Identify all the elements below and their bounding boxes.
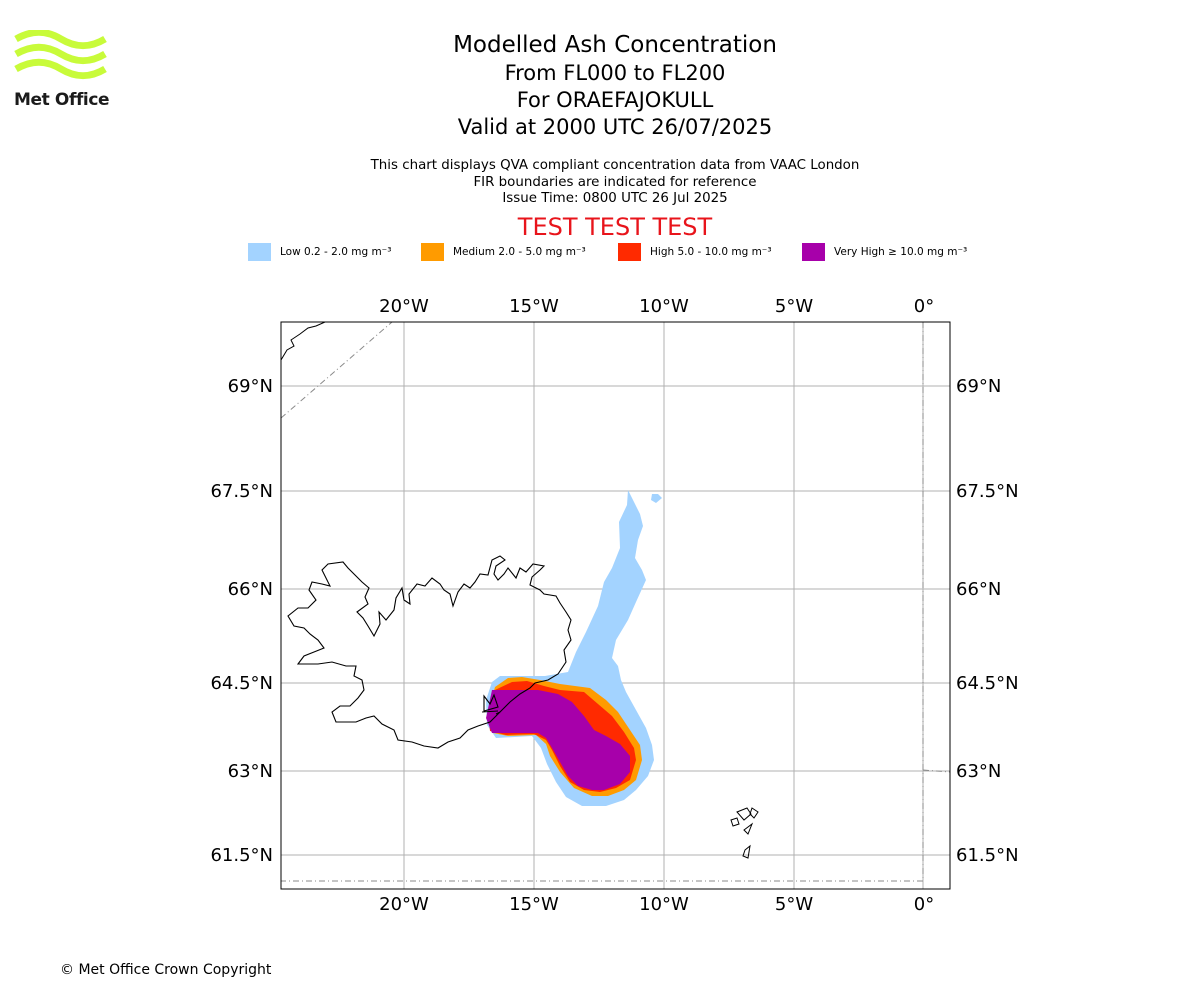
copyright-notice: © Met Office Crown Copyright xyxy=(60,962,272,978)
lat-label-right: 61.5°N xyxy=(956,845,1019,866)
ash-low-region xyxy=(486,490,654,806)
legend-item-low: Low 0.2 - 2.0 mg m⁻³ xyxy=(248,243,391,261)
lon-label-top: 0° xyxy=(914,296,934,317)
volcano-name: For ORAEFAJOKULL xyxy=(516,88,714,112)
test-banner: TEST TEST TEST xyxy=(517,213,713,241)
info-line-fir: FIR boundaries are indicated for referen… xyxy=(473,174,757,190)
lon-labels-bottom: 20°W 15°W 10°W 5°W 0° xyxy=(379,894,934,915)
lon-label-bottom: 5°W xyxy=(775,894,813,915)
legend-label-low: Low 0.2 - 2.0 mg m⁻³ xyxy=(280,246,392,258)
lat-label-left: 63°N xyxy=(228,761,273,782)
lat-label-right: 66°N xyxy=(956,579,1001,600)
legend-label-high: High 5.0 - 10.0 mg m⁻³ xyxy=(650,246,772,258)
lat-label-left: 67.5°N xyxy=(210,481,273,502)
legend-label-medium: Medium 2.0 - 5.0 mg m⁻³ xyxy=(453,246,586,258)
lat-label-right: 67.5°N xyxy=(956,481,1019,502)
lat-labels-right: 69°N 67.5°N 66°N 64.5°N 63°N 61.5°N xyxy=(956,376,1019,866)
legend-label-very-high: Very High ≥ 10.0 mg m⁻³ xyxy=(834,246,968,258)
lat-label-left: 64.5°N xyxy=(210,673,273,694)
concentration-legend: Low 0.2 - 2.0 mg m⁻³ Medium 2.0 - 5.0 mg… xyxy=(0,243,1200,265)
lon-label-top: 10°W xyxy=(639,296,689,317)
volcano-marker xyxy=(481,693,501,715)
lon-label-bottom: 15°W xyxy=(509,894,559,915)
lon-label-top: 15°W xyxy=(509,296,559,317)
info-line-qva: This chart displays QVA compliant concen… xyxy=(370,158,860,173)
legend-swatch-high xyxy=(618,243,641,261)
met-office-logo-waves xyxy=(14,28,107,80)
flight-level-range: From FL000 to FL200 xyxy=(504,61,726,85)
faroe-islands xyxy=(730,807,759,859)
ash-very-high-region xyxy=(486,690,630,790)
ash-high-region xyxy=(488,681,636,792)
info-line-issue-time: Issue Time: 0800 UTC 26 Jul 2025 xyxy=(502,191,728,206)
legend-item-medium: Medium 2.0 - 5.0 mg m⁻³ xyxy=(421,243,586,261)
valid-time: Valid at 2000 UTC 26/07/2025 xyxy=(457,115,773,139)
legend-swatch-medium xyxy=(421,243,444,261)
legend-swatch-low xyxy=(248,243,271,261)
legend-item-very-high: Very High ≥ 10.0 mg m⁻³ xyxy=(802,243,967,261)
lon-label-bottom: 0° xyxy=(914,894,934,915)
greenland-coast xyxy=(281,322,326,361)
iceland-coastline xyxy=(287,555,572,749)
legend-swatch-very-high xyxy=(802,243,825,261)
lat-label-left: 69°N xyxy=(228,376,273,397)
lon-label-top: 20°W xyxy=(379,296,429,317)
lon-labels-top: 20°W 15°W 10°W 5°W 0° xyxy=(379,296,934,317)
lat-label-right: 64.5°N xyxy=(956,673,1019,694)
lat-labels-left: 69°N 67.5°N 66°N 64.5°N 63°N 61.5°N xyxy=(210,376,273,866)
lat-label-left: 66°N xyxy=(228,579,273,600)
lon-label-top: 5°W xyxy=(775,296,813,317)
map-frame xyxy=(280,321,951,890)
lon-label-bottom: 20°W xyxy=(379,894,429,915)
logo-wordmark: Met Office xyxy=(14,90,110,110)
met-office-logo: Met Office xyxy=(14,28,110,112)
chart-title: Modelled Ash Concentration xyxy=(453,32,777,58)
lat-label-left: 61.5°N xyxy=(210,845,273,866)
lon-label-bottom: 10°W xyxy=(639,894,689,915)
ash-low-islet xyxy=(651,494,662,503)
chart-header: Modelled Ash Concentration From FL000 to… xyxy=(315,30,915,141)
map-gridlines xyxy=(281,322,950,889)
fir-boundaries xyxy=(281,322,950,882)
legend-item-high: High 5.0 - 10.0 mg m⁻³ xyxy=(618,243,772,261)
lat-label-right: 63°N xyxy=(956,761,1001,782)
ash-medium-region xyxy=(488,677,642,796)
lat-label-right: 69°N xyxy=(956,376,1001,397)
chart-info: This chart displays QVA compliant concen… xyxy=(315,158,915,208)
